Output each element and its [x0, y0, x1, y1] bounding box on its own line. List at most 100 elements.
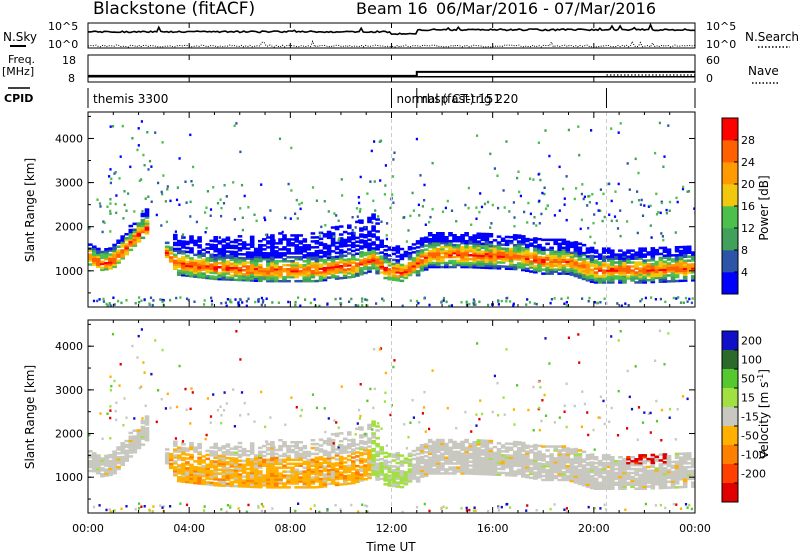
velocity-cell	[415, 470, 421, 473]
power-cell	[278, 266, 283, 269]
velocity-cell	[606, 456, 611, 459]
power-cell	[192, 165, 195, 169]
velocity-cell	[116, 458, 121, 461]
velocity-cell	[229, 463, 235, 466]
velocity-cell	[496, 451, 502, 455]
velocity-cell	[452, 444, 457, 448]
velocity-cell	[452, 462, 457, 465]
power-cell	[274, 256, 279, 259]
velocity-cell	[650, 453, 656, 457]
power-cell	[310, 273, 316, 277]
power-cell	[306, 271, 312, 275]
velocity-cell	[229, 482, 235, 486]
power-cell	[504, 257, 510, 260]
power-cell	[456, 245, 461, 249]
velocity-cell	[516, 447, 522, 450]
velocity-cell	[150, 372, 153, 376]
velocity-cell	[678, 460, 684, 463]
power-cell	[306, 252, 312, 255]
power-cell	[286, 275, 291, 279]
power-cell	[347, 238, 352, 241]
velocity-cell	[375, 452, 380, 456]
velocity-cell	[395, 485, 401, 488]
velocity-cell	[347, 445, 352, 448]
velocity-cell	[553, 474, 558, 478]
power-cell	[634, 255, 639, 258]
velocity-cell	[270, 446, 275, 450]
velocity-cell	[529, 460, 534, 464]
power-cell	[415, 240, 421, 243]
power-cell	[298, 246, 303, 249]
power-cell	[124, 237, 129, 240]
velocity-cell	[543, 393, 546, 397]
power-cell	[249, 267, 255, 270]
power-cell	[359, 221, 364, 224]
velocity-cell	[347, 470, 352, 473]
velocity-cell	[189, 477, 194, 480]
power-cell	[241, 273, 247, 276]
velocity-cell	[533, 453, 538, 457]
velocity-cell	[322, 467, 328, 470]
power-cell	[630, 277, 635, 280]
power-cell	[178, 203, 181, 206]
velocity-cell	[116, 467, 121, 471]
velocity-cell	[521, 465, 526, 468]
velocity-cell	[480, 466, 486, 470]
velocity-cell	[650, 473, 656, 476]
power-cell	[468, 240, 473, 243]
power-cell	[614, 255, 619, 258]
power-cell	[314, 253, 320, 257]
velocity-cell	[330, 433, 336, 436]
velocity-cell	[618, 469, 623, 473]
velocity-cell	[209, 473, 214, 477]
velocity-cell	[124, 439, 129, 443]
power-cell	[109, 168, 112, 171]
power-cell	[626, 255, 631, 258]
power-cell	[537, 173, 540, 176]
velocity-cell	[658, 473, 664, 476]
power-cell	[266, 277, 271, 281]
velocity-cell	[217, 464, 223, 467]
power-cell	[249, 253, 255, 256]
velocity-cell	[573, 477, 579, 480]
power-cell	[197, 246, 202, 249]
velocity-cell	[440, 442, 445, 446]
velocity-cell	[282, 460, 287, 464]
power-cell	[512, 304, 515, 307]
velocity-cell	[484, 445, 490, 448]
power-cell	[141, 210, 144, 213]
power-cell	[136, 238, 142, 241]
power-cell	[290, 269, 295, 273]
power-cell	[480, 256, 486, 259]
power-cell	[464, 251, 469, 255]
power-cell	[427, 241, 433, 245]
power-cell	[549, 252, 554, 255]
velocity-cell	[444, 446, 449, 450]
power-cell	[557, 244, 562, 248]
power-cell	[137, 127, 140, 130]
power-cell	[440, 249, 445, 253]
velocity-cell	[492, 463, 498, 466]
velocity-cell	[278, 482, 283, 485]
power-cell	[670, 266, 676, 269]
power-cell	[147, 195, 150, 198]
power-cell	[229, 244, 235, 248]
velocity-cell	[274, 460, 279, 464]
velocity-cell	[249, 464, 255, 467]
velocity-cell	[391, 465, 397, 468]
velocity-cell	[646, 471, 651, 475]
velocity-cell	[460, 460, 465, 463]
velocity-cell	[342, 467, 348, 470]
power-cell	[294, 256, 299, 259]
power-cell	[189, 247, 194, 250]
power-cell	[686, 271, 692, 274]
power-cell	[351, 253, 356, 257]
velocity-cell	[508, 442, 514, 446]
velocity-cell	[383, 477, 388, 480]
power-cell	[630, 255, 635, 258]
power-cell	[225, 276, 231, 279]
power-cell	[258, 257, 263, 261]
power-cell	[545, 254, 550, 257]
power-cell	[480, 238, 486, 242]
velocity-cell	[529, 470, 534, 474]
